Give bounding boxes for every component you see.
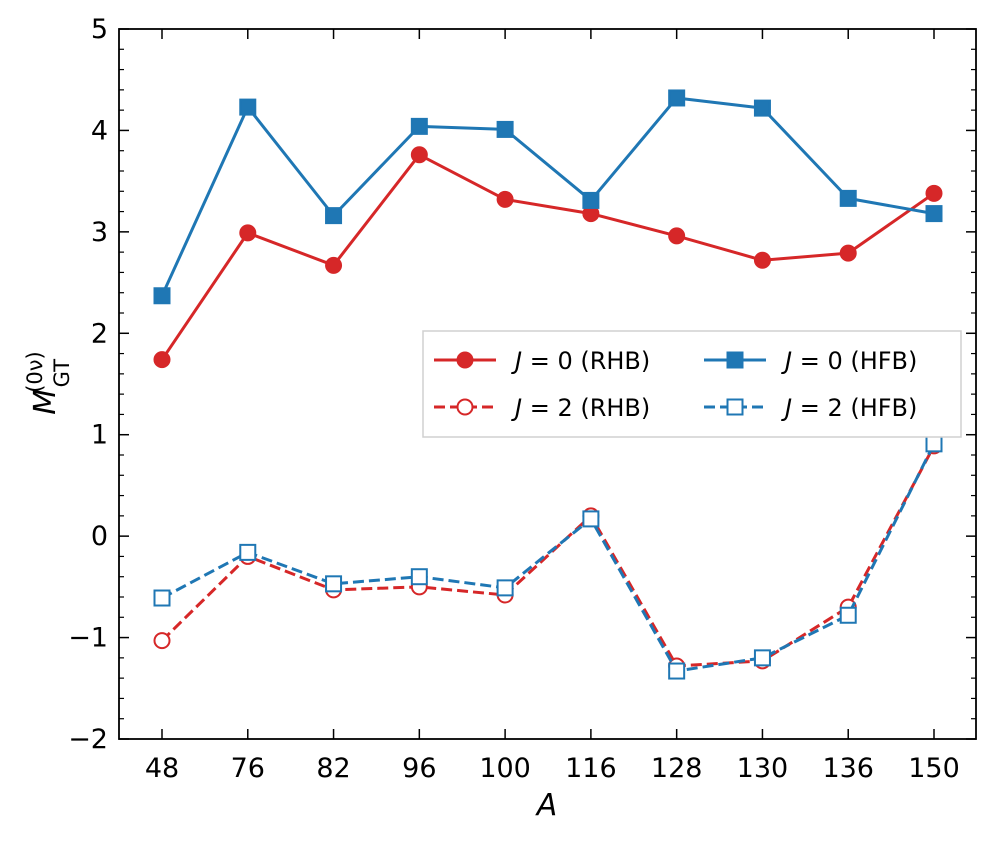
x-tick-label: 150 bbox=[908, 753, 960, 784]
y-axis-label-sub: GT bbox=[50, 359, 74, 388]
data-point bbox=[496, 579, 514, 597]
x-tick-label: 136 bbox=[822, 753, 874, 784]
data-point bbox=[153, 632, 171, 650]
plot-frame bbox=[118, 28, 977, 740]
legend-marker bbox=[726, 398, 744, 416]
data-point bbox=[925, 435, 943, 453]
data-point bbox=[239, 543, 257, 561]
y-axis-label-base: M bbox=[28, 389, 63, 415]
data-point bbox=[153, 287, 171, 305]
data-point bbox=[325, 575, 343, 593]
x-tick-label: 130 bbox=[737, 753, 789, 784]
y-tick-label: 4 bbox=[91, 115, 108, 146]
legend-box bbox=[422, 330, 962, 438]
legend-entry-1: J = 0 (HFB) bbox=[704, 347, 917, 375]
y-tick-label: −2 bbox=[68, 724, 108, 755]
x-tick-label: 100 bbox=[479, 753, 531, 784]
data-point bbox=[325, 256, 343, 274]
y-tick-label: −1 bbox=[68, 623, 108, 654]
legend-entry-0: J = 0 (RHB) bbox=[434, 347, 650, 375]
data-point bbox=[496, 190, 514, 208]
x-axis-label: A bbox=[535, 788, 558, 823]
legend: J = 0 (RHB) J = 0 (HFB) J = 2 (RHB) J = 2 (… bbox=[422, 330, 962, 438]
data-point bbox=[410, 568, 428, 586]
data-point bbox=[410, 117, 428, 135]
data-point bbox=[325, 207, 343, 225]
ticks-layer: −2 −1 0 1 2 3 4 5 48 76 82 96 100 116 128 130 136 150 bbox=[68, 14, 976, 784]
data-point bbox=[153, 351, 171, 369]
x-tick-label: 116 bbox=[565, 753, 617, 784]
series-1 bbox=[153, 89, 943, 305]
data-point bbox=[239, 98, 257, 116]
y-axis-label-sup: (0ν) bbox=[23, 351, 47, 392]
data-point bbox=[925, 184, 943, 202]
legend-marker bbox=[456, 351, 474, 369]
series-line bbox=[160, 96, 935, 297]
data-point bbox=[839, 244, 857, 262]
series-line bbox=[160, 445, 936, 668]
legend-label: J = 0 (HFB) bbox=[781, 347, 917, 375]
data-point bbox=[753, 99, 771, 117]
series-line bbox=[160, 153, 935, 361]
series-3 bbox=[153, 435, 943, 680]
data-point bbox=[839, 606, 857, 624]
data-point bbox=[410, 146, 428, 164]
x-tick-label: 96 bbox=[402, 753, 436, 784]
series-layer bbox=[153, 89, 943, 680]
y-tick-label: 2 bbox=[91, 318, 108, 349]
data-point bbox=[668, 227, 686, 245]
series-2 bbox=[153, 437, 943, 675]
legend-entry-2: J = 2 (RHB) bbox=[434, 394, 650, 422]
x-tick-label: 128 bbox=[651, 753, 703, 784]
legend-label: J = 0 (RHB) bbox=[511, 347, 650, 375]
legend-label: J = 2 (HFB) bbox=[781, 394, 917, 422]
x-tick-label: 48 bbox=[145, 753, 179, 784]
data-point bbox=[925, 205, 943, 223]
data-point bbox=[668, 662, 686, 680]
data-point bbox=[496, 120, 514, 138]
x-tick-label: 82 bbox=[316, 753, 350, 784]
data-point bbox=[839, 189, 857, 207]
y-tick-label: 3 bbox=[91, 217, 108, 248]
data-point bbox=[153, 589, 171, 607]
data-point bbox=[753, 251, 771, 269]
series-line bbox=[161, 443, 936, 673]
legend-marker bbox=[726, 351, 744, 369]
y-tick-label: 1 bbox=[91, 420, 108, 451]
data-point bbox=[668, 89, 686, 107]
svg-text:M(0ν)GT: M(0ν) GT bbox=[23, 351, 74, 414]
y-tick-label: 5 bbox=[91, 14, 108, 45]
legend-items: J = 0 (RHB) J = 0 (HFB) J = 2 (RHB) J = 2 (… bbox=[434, 347, 917, 422]
data-point bbox=[582, 191, 600, 209]
legend-label: J = 2 (RHB) bbox=[511, 394, 650, 422]
y-axis-label: M(0ν) GT bbox=[23, 351, 74, 414]
data-point bbox=[582, 510, 600, 528]
x-tick-label: 76 bbox=[231, 753, 265, 784]
series-0 bbox=[153, 146, 943, 369]
y-tick-label: 0 bbox=[91, 521, 108, 552]
legend-marker bbox=[456, 398, 474, 416]
data-point bbox=[753, 649, 771, 667]
data-point bbox=[239, 224, 257, 242]
legend-entry-3: J = 2 (HFB) bbox=[704, 394, 917, 422]
